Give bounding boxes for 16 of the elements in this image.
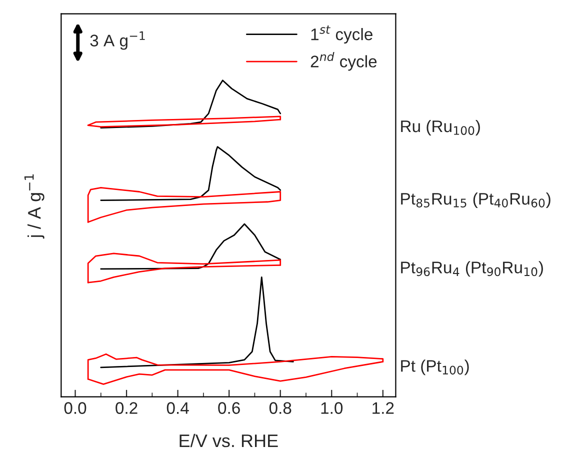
text: Pt$_{96}$Ru$_{4}$ (Pt$_{90}$Ru$_{10}$) bbox=[401, 261, 543, 277]
x-tick-label: 0.8 bbox=[269, 402, 292, 414]
x-tick-label: 1.0 bbox=[321, 402, 343, 414]
x-tick-label: 1.2 bbox=[372, 402, 394, 414]
x-axis-title: E/V vs. RHE bbox=[180, 434, 278, 448]
legend-label: 2$^{nd}$ cycle bbox=[310, 52, 377, 71]
legend-label: 1$^{st}$ cycle bbox=[311, 26, 372, 44]
x-tick-label: 0.0 bbox=[64, 402, 86, 414]
y-axis-title: j / A g$^{−1}$ bbox=[24, 174, 44, 239]
x-tick-label: 0.4 bbox=[166, 402, 189, 414]
text: Ru (Ru$_{100}$) bbox=[401, 120, 480, 136]
x-tick-label: 0.6 bbox=[218, 402, 240, 414]
text: Pt$_{85}$Ru$_{15}$ (Pt$_{40}$Ru$_{60}$) bbox=[401, 192, 550, 208]
text: Pt (Pt$_{100}$) bbox=[401, 360, 469, 376]
x-tick-label: 0.2 bbox=[116, 402, 138, 414]
text: 3 A g$^{−1}$ bbox=[90, 31, 145, 50]
